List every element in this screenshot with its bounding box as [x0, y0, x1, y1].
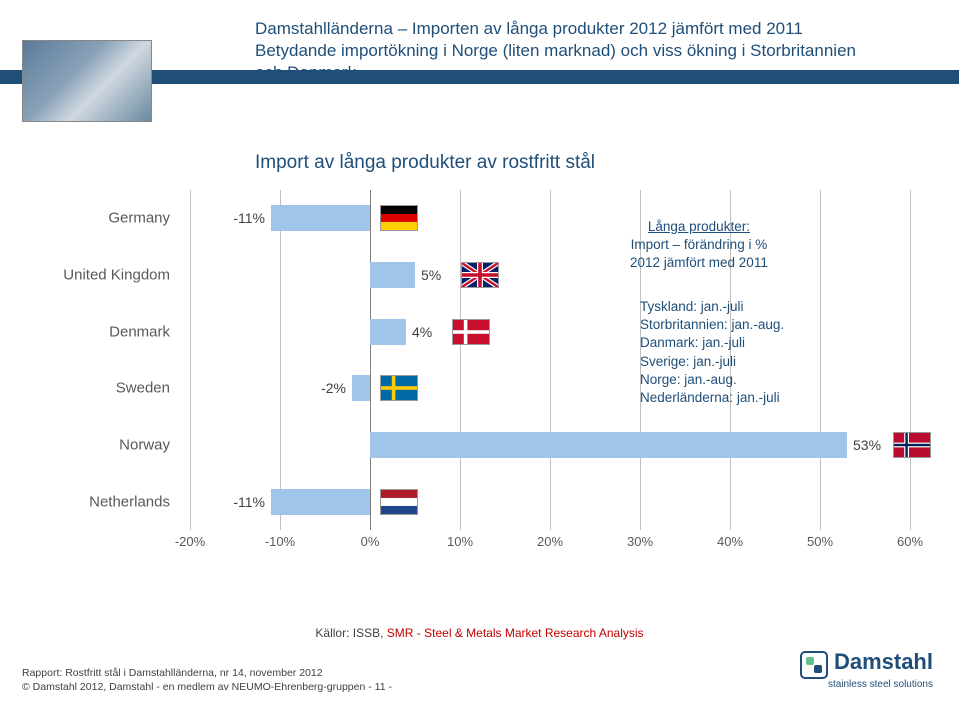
chart-category-label: Denmark [30, 323, 170, 340]
de-flag-icon [380, 205, 418, 231]
chart-row: Denmark4% [190, 308, 910, 356]
note-line: Sverige: jan.-juli [640, 353, 784, 371]
axis-tick-label: 50% [807, 534, 833, 549]
chart-bar [370, 319, 406, 345]
chart-area: Germany-11%United Kingdom5%Denmark4%Swed… [30, 190, 930, 590]
axis-tick-label: 60% [897, 534, 923, 549]
axis-tick-label: 30% [627, 534, 653, 549]
header-photo [22, 40, 152, 122]
dk-flag-icon [452, 319, 490, 345]
chart-value-label: 4% [412, 324, 432, 340]
chart-value-label: -11% [233, 494, 265, 510]
note-line: Tyskland: jan.-juli [640, 298, 784, 316]
brand-tagline: stainless steel solutions [800, 679, 933, 690]
axis-tick-label: -10% [265, 534, 295, 549]
brand-name: Damstahl [834, 649, 933, 674]
footer-line-2: © Damstahl 2012, Damstahl - en medlem av… [22, 680, 392, 694]
chart-row: Norway53% [190, 421, 910, 469]
nl-flag-icon [380, 489, 418, 515]
title-block: Damstahlländerna – Importen av långa pro… [255, 18, 875, 84]
chart-value-label: -2% [321, 380, 346, 396]
chart-row: Sweden-2% [190, 364, 910, 412]
chart-value-label: 5% [421, 267, 441, 283]
chart-value-label: 53% [853, 437, 881, 453]
axis-tick-label: 10% [447, 534, 473, 549]
brand-icon [800, 651, 828, 679]
chart-category-label: Netherlands [30, 493, 170, 510]
title-line-2: Betydande importökning i Norge (liten ma… [255, 40, 875, 84]
chart-row: United Kingdom5% [190, 251, 910, 299]
chart-category-label: Norway [30, 437, 170, 454]
chart-category-label: Germany [30, 210, 170, 227]
chart-category-label: United Kingdom [30, 267, 170, 284]
axis-tick-label: 20% [537, 534, 563, 549]
note-line: Norge: jan.-aug. [640, 371, 784, 389]
chart-bar [271, 489, 370, 515]
chart-row: Netherlands-11% [190, 478, 910, 526]
footer: Rapport: Rostfritt stål i Damstahlländer… [22, 666, 392, 694]
footer-line-1: Rapport: Rostfritt stål i Damstahlländer… [22, 666, 392, 680]
brand-logo: Damstahl stainless steel solutions [800, 649, 933, 690]
notes-box: Tyskland: jan.-juli Storbritannien: jan.… [640, 298, 784, 407]
sources-prefix: Källor: ISSB, [315, 626, 386, 640]
chart-bar [370, 432, 847, 458]
axis-tick-label: 40% [717, 534, 743, 549]
note-line: Danmark: jan.-juli [640, 334, 784, 352]
sources-line: Källor: ISSB, SMR - Steel & Metals Marke… [0, 626, 959, 640]
chart-bar [370, 262, 415, 288]
axis-tick-label: 0% [361, 534, 380, 549]
note-line: Storbritannien: jan.-aug. [640, 316, 784, 334]
legend-heading: Långa produkter: [630, 218, 768, 236]
no-flag-icon [893, 432, 931, 458]
title-line-1: Damstahlländerna – Importen av långa pro… [255, 18, 875, 40]
chart-value-label: -11% [233, 210, 265, 226]
chart-bar [271, 205, 370, 231]
legend-line-1: Import – förändring i % [630, 236, 768, 254]
se-flag-icon [380, 375, 418, 401]
chart-category-label: Sweden [30, 380, 170, 397]
legend-line-2: 2012 jämfört med 2011 [630, 254, 768, 272]
chart-plot: Germany-11% United Kingdom5% Denmark4% Swed… [190, 190, 910, 530]
chart-subtitle: Import av långa produkter av rostfritt s… [255, 152, 875, 174]
chart-bar [352, 375, 370, 401]
gb-flag-icon [461, 262, 499, 288]
legend-box: Långa produkter: Import – förändring i %… [630, 218, 768, 273]
sources-highlight: SMR - Steel & Metals Market Research Ana… [387, 626, 644, 640]
axis-tick-label: -20% [175, 534, 205, 549]
chart-row: Germany-11% [190, 194, 910, 242]
note-line: Nederländerna: jan.-juli [640, 389, 784, 407]
